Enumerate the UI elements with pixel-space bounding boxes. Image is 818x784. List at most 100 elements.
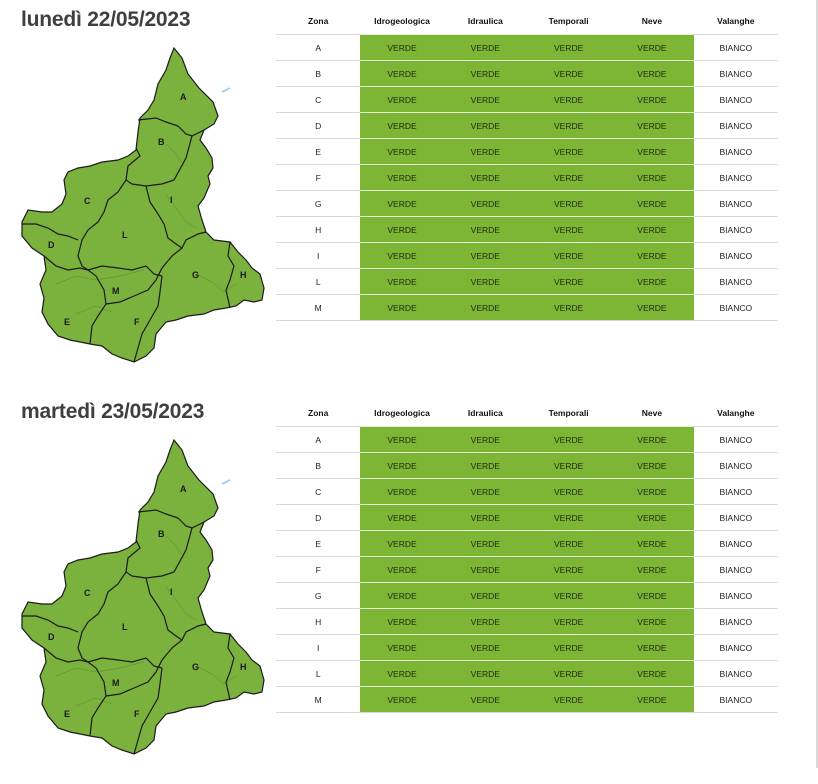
valanghe-cell: BIANCO [693, 660, 778, 687]
day-section-2: martedì 23/05/2023 A B C D E [0, 392, 818, 784]
neve-cell: VERDE [610, 294, 694, 321]
zona-cell: C [276, 478, 361, 505]
alert-table: Zona Idrogeologica Idraulica Temporali N… [276, 400, 778, 713]
zona-cell: E [276, 138, 361, 165]
idraulica-cell: VERDE [443, 138, 527, 165]
zona-cell: I [276, 634, 361, 661]
neve-cell: VERDE [610, 582, 694, 609]
idrogeologica-cell: VERDE [360, 556, 444, 583]
table-row: C VERDE VERDE VERDE VERDE BIANCO [276, 478, 778, 505]
neve-cell: VERDE [610, 504, 694, 531]
idraulica-cell: VERDE [443, 426, 527, 453]
temporali-cell: VERDE [526, 478, 611, 505]
valanghe-cell: BIANCO [693, 138, 778, 165]
neve-cell: VERDE [610, 660, 694, 687]
table-row: A VERDE VERDE VERDE VERDE BIANCO [276, 426, 778, 453]
temporali-cell: VERDE [526, 452, 611, 479]
valanghe-cell: BIANCO [693, 190, 778, 217]
river-lines [55, 535, 237, 707]
zona-cell: B [276, 452, 361, 479]
temporali-cell: VERDE [526, 86, 611, 113]
idraulica-cell: VERDE [443, 268, 527, 295]
valanghe-cell: BIANCO [693, 164, 778, 191]
idrogeologica-cell: VERDE [360, 530, 444, 557]
neve-cell: VERDE [610, 242, 694, 269]
neve-cell: VERDE [610, 60, 694, 87]
zona-cell: M [276, 686, 361, 713]
neve-cell: VERDE [610, 190, 694, 217]
idraulica-cell: VERDE [443, 190, 527, 217]
neve-cell: VERDE [610, 112, 694, 139]
neve-cell: VERDE [610, 86, 694, 113]
valanghe-cell: BIANCO [693, 556, 778, 583]
col-header-neve: Neve [641, 16, 663, 26]
piemonte-zone-map: A B C D E F G H I L M [21, 438, 265, 755]
table-row: B VERDE VERDE VERDE VERDE BIANCO [276, 452, 778, 479]
temporali-cell: VERDE [526, 582, 611, 609]
zona-cell: H [276, 608, 361, 635]
idrogeologica-cell: VERDE [360, 216, 444, 243]
temporali-cell: VERDE [526, 164, 611, 191]
temporali-cell: VERDE [526, 556, 611, 583]
table-row: D VERDE VERDE VERDE VERDE BIANCO [276, 112, 778, 139]
valanghe-cell: BIANCO [693, 686, 778, 713]
zone-label-e: E [64, 317, 70, 327]
table-header-row: Zona Idrogeologica Idraulica Temporali N… [276, 400, 778, 427]
temporali-cell: VERDE [526, 686, 611, 713]
idrogeologica-cell: VERDE [360, 86, 444, 113]
temporali-cell: VERDE [526, 216, 611, 243]
idrogeologica-cell: VERDE [360, 112, 444, 139]
idrogeologica-cell: VERDE [360, 426, 444, 453]
neve-cell: VERDE [610, 216, 694, 243]
zone-label-l: L [122, 622, 128, 632]
zone-label-h: H [240, 662, 247, 672]
day-section-1: lunedì 22/05/2023 A B C D E [21, 8, 778, 363]
valanghe-cell: BIANCO [693, 112, 778, 139]
lake-maggiore [221, 479, 231, 485]
zone-label-i: I [170, 587, 173, 597]
valanghe-cell: BIANCO [693, 452, 778, 479]
zone-label-b: B [158, 529, 165, 539]
alert-table: Zona Idrogeologica Idraulica Temporali N… [276, 8, 778, 321]
table-row: E VERDE VERDE VERDE VERDE BIANCO [276, 530, 778, 557]
river-lines [55, 143, 237, 315]
zone-borders [22, 509, 235, 755]
table-row: H VERDE VERDE VERDE VERDE BIANCO [276, 216, 778, 243]
zone-label-d: D [48, 240, 55, 250]
valanghe-cell: BIANCO [693, 86, 778, 113]
zona-cell: C [276, 86, 361, 113]
valanghe-cell: BIANCO [693, 216, 778, 243]
neve-cell: VERDE [610, 164, 694, 191]
temporali-cell: VERDE [526, 294, 611, 321]
zona-cell: G [276, 190, 361, 217]
idrogeologica-cell: VERDE [360, 452, 444, 479]
idraulica-cell: VERDE [443, 86, 527, 113]
neve-cell: VERDE [610, 426, 694, 453]
valanghe-cell: BIANCO [693, 426, 778, 453]
neve-cell: VERDE [610, 634, 694, 661]
idrogeologica-cell: VERDE [360, 34, 444, 61]
zone-label-d: D [48, 632, 55, 642]
zone-borders [22, 117, 235, 363]
region-shape [21, 438, 265, 755]
idraulica-cell: VERDE [443, 530, 527, 557]
zone-label-b: B [158, 137, 165, 147]
table-row: C VERDE VERDE VERDE VERDE BIANCO [276, 86, 778, 113]
valanghe-cell: BIANCO [693, 34, 778, 61]
idraulica-cell: VERDE [443, 478, 527, 505]
zona-cell: A [276, 34, 361, 61]
valanghe-cell: BIANCO [693, 268, 778, 295]
temporali-cell: VERDE [526, 608, 611, 635]
temporali-cell: VERDE [526, 112, 611, 139]
temporali-cell: VERDE [526, 138, 611, 165]
table-row: E VERDE VERDE VERDE VERDE BIANCO [276, 138, 778, 165]
zona-cell: L [276, 660, 361, 687]
idrogeologica-cell: VERDE [360, 608, 444, 635]
table-row: M VERDE VERDE VERDE VERDE BIANCO [276, 294, 778, 321]
idraulica-cell: VERDE [443, 452, 527, 479]
neve-cell: VERDE [610, 268, 694, 295]
table-row: D VERDE VERDE VERDE VERDE BIANCO [276, 504, 778, 531]
idraulica-cell: VERDE [443, 60, 527, 87]
lake-maggiore [221, 87, 231, 93]
neve-cell: VERDE [610, 530, 694, 557]
